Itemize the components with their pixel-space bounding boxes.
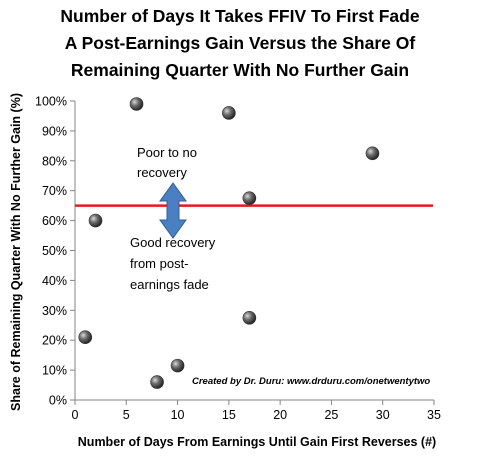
y-tick-label: 100% xyxy=(35,95,67,109)
y-tick-label: 90% xyxy=(42,124,67,138)
chart-title-line-1: Number of Days It Takes FFIV To First Fa… xyxy=(60,6,419,26)
x-tick-label: 15 xyxy=(222,408,236,422)
data-point xyxy=(88,213,103,228)
x-tick-label: 20 xyxy=(273,408,287,422)
data-point xyxy=(129,97,144,111)
y-tick-label: 80% xyxy=(42,154,67,168)
y-tick-label: 30% xyxy=(42,304,67,318)
y-tick-label: 40% xyxy=(42,274,67,288)
y-tick-label: 20% xyxy=(42,334,67,348)
double-arrow-icon xyxy=(159,182,187,239)
y-tick-label: 10% xyxy=(42,364,67,378)
y-tick-label: 50% xyxy=(42,244,67,258)
data-point xyxy=(242,310,257,325)
y-tick-label: 0% xyxy=(49,394,67,408)
data-point xyxy=(242,191,257,205)
axis-ticks: 0% 10% 20% 30% 40% 50% 60% 70% 80% 90% 100% 0 5 10 15 2… xyxy=(35,95,441,423)
credit-text: Created by Dr. Duru: www.drduru.com/onet… xyxy=(192,376,430,387)
chart-title-line-3: Remaining Quarter With No Further Gain xyxy=(71,60,409,80)
data-point xyxy=(150,375,164,389)
annotation-below-line-2: from post- xyxy=(130,256,189,271)
data-points xyxy=(78,97,380,389)
x-tick-label: 0 xyxy=(72,408,79,422)
annotation-above-line-1: Poor to no xyxy=(137,145,197,160)
x-tick-label: 35 xyxy=(427,408,441,422)
y-tick-label: 60% xyxy=(42,214,67,228)
x-tick-label: 25 xyxy=(324,408,338,422)
annotation-below-line-1: Good recovery xyxy=(130,235,216,250)
x-tick-label: 30 xyxy=(376,408,390,422)
data-point xyxy=(222,106,236,120)
data-point xyxy=(78,330,93,345)
chart-title-line-2: A Post-Earnings Gain Versus the Share Of xyxy=(65,33,416,53)
x-axis-label: Number of Days From Earnings Until Gain … xyxy=(78,435,436,449)
data-point xyxy=(365,146,380,161)
y-tick-label: 70% xyxy=(42,184,67,198)
x-tick-label: 5 xyxy=(123,408,130,422)
data-point xyxy=(170,358,185,373)
annotation-below-line-3: earnings fade xyxy=(130,277,209,292)
annotation-above-line-2: recovery xyxy=(137,165,187,180)
x-tick-label: 10 xyxy=(171,408,185,422)
y-axis-label: Share of Remaining Quarter With No Furth… xyxy=(9,93,23,411)
